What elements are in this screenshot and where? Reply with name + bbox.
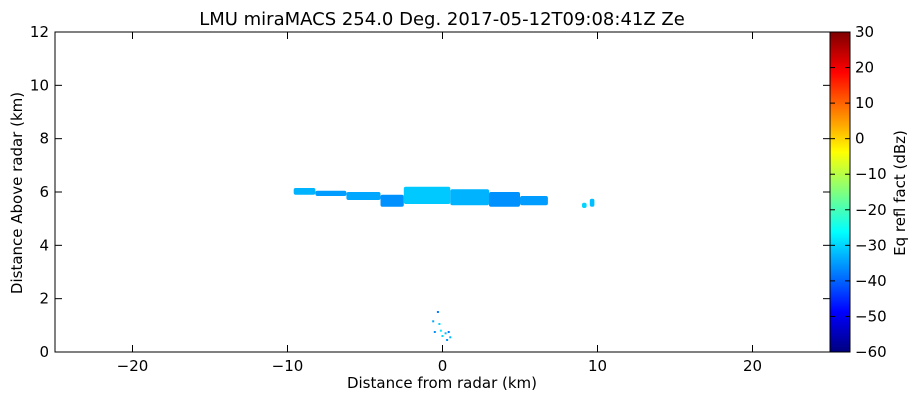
echo-point-1 [432, 320, 435, 323]
echo-region-0 [293, 188, 316, 195]
echo-region-6 [489, 192, 520, 207]
x-tick-label: −20 [117, 357, 149, 375]
colorbar-tick-label: 20 [855, 59, 874, 77]
y-tick-label: 6 [39, 183, 49, 201]
echo-region-3 [380, 194, 404, 207]
colorbar-tick-label: −50 [855, 307, 887, 325]
colorbar-label: Eq refl fact (dBz) [891, 130, 909, 256]
echo-region-5 [450, 189, 490, 206]
y-tick-label: 2 [39, 290, 49, 308]
colorbar-ticks: −60 −50 −40 −30 −20 −10 0 10 20 30 [830, 23, 887, 361]
echo-region-2 [346, 192, 381, 200]
colorbar-tick-label: −10 [855, 165, 887, 183]
y-tick-label: 10 [30, 76, 49, 94]
colorbar-tick-label: 0 [855, 130, 865, 148]
colorbar-tick-label: 30 [855, 23, 874, 41]
x-tick-label: 20 [743, 357, 762, 375]
y-tick-label: 8 [39, 130, 49, 148]
colorbar-tick-label: −30 [855, 236, 887, 254]
x-tick-label: −10 [272, 357, 304, 375]
x-axis-ticks: −20 −10 0 10 20 [117, 32, 762, 375]
y-tick-label: 12 [30, 23, 49, 41]
colorbar-tick-label: 10 [855, 94, 874, 112]
chart-title: LMU miraMACS 254.0 Deg. 2017-05-12T09:08… [199, 9, 685, 30]
y-axis-ticks: 0 2 4 6 8 10 12 [30, 23, 830, 361]
echo-point-6 [447, 331, 450, 333]
echo-point-3 [433, 331, 436, 333]
y-axis-label: Distance Above radar (km) [8, 92, 26, 294]
echo-region-1 [315, 190, 347, 196]
echo-region-4 [403, 186, 451, 204]
echo-point-4 [439, 329, 442, 332]
echo-region-7 [520, 196, 548, 206]
colorbar [829, 31, 851, 353]
y-tick-label: 4 [39, 236, 49, 254]
echo-region-9 [589, 198, 595, 207]
y-tick-label: 0 [39, 343, 49, 361]
colorbar-tick-label: −40 [855, 272, 887, 290]
echo-point-8 [446, 339, 449, 341]
x-tick-label: 10 [588, 357, 607, 375]
echo-region-8 [582, 202, 587, 208]
echo-point-0 [436, 311, 439, 313]
echo-point-2 [438, 323, 441, 325]
x-tick-label: 0 [438, 357, 448, 375]
x-axis-label: Distance from radar (km) [347, 374, 537, 392]
echo-layer [293, 186, 595, 341]
echo-point-5 [444, 332, 447, 335]
echo-point-9 [449, 336, 452, 339]
colorbar-tick-label: −60 [855, 343, 887, 361]
colorbar-tick-label: −20 [855, 201, 887, 219]
echo-point-7 [441, 335, 444, 337]
